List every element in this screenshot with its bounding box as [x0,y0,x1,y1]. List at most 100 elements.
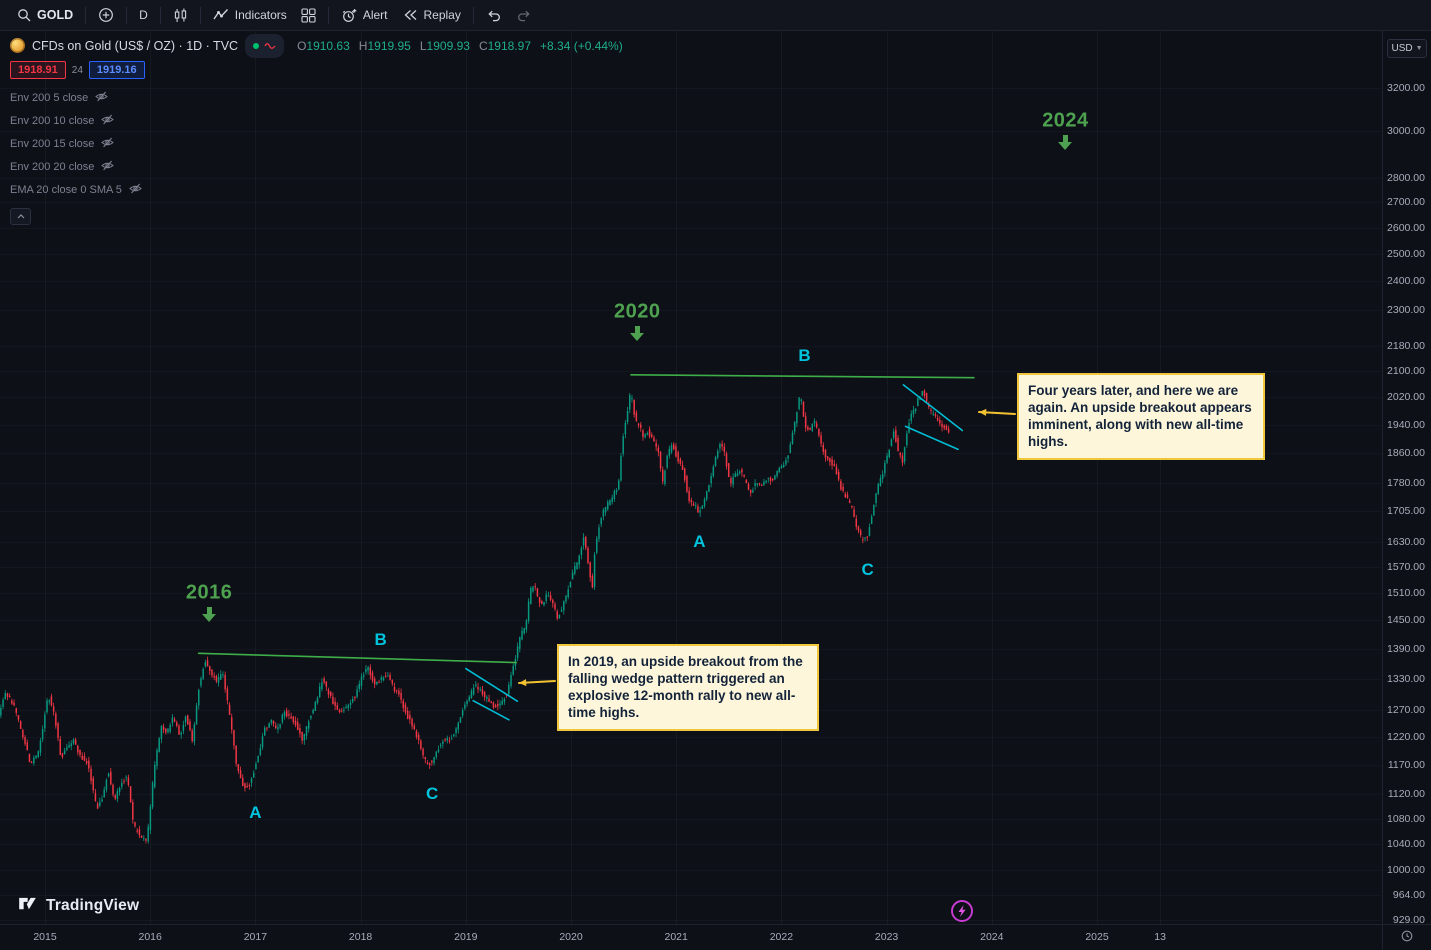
wave-label-C[interactable]: C [425,784,439,804]
tradingview-logo-link[interactable]: TradingView [17,893,139,919]
price-axis-label: 1170.00 [1387,758,1425,771]
annotation-callout-1[interactable]: In 2019, an upside breakout from the fal… [557,644,819,731]
price-axis-label: 2180.00 [1387,340,1425,353]
indicator-row[interactable]: Env 200 5 close [10,90,623,106]
price-axis-label: 2300.00 [1387,304,1425,317]
time-axis-label: 2018 [348,931,373,943]
search-icon [17,8,31,22]
visibility-off-eye-icon[interactable] [101,113,115,129]
toolbar-separator [199,6,201,24]
indicator-label[interactable]: Env 200 10 close [10,115,95,127]
candlestick-style-icon [173,8,188,23]
market-status-pill[interactable] [245,33,285,58]
replay-button[interactable]: Replay [395,5,468,25]
indicator-label[interactable]: Env 200 5 close [10,92,89,104]
price-axis-label: 929.00 [1392,914,1425,926]
time-axis-label: 2015 [33,931,57,943]
indicator-label[interactable]: Env 200 15 close [10,138,95,150]
indicators-button[interactable]: Indicators [206,5,294,25]
year-marker-2024[interactable]: 2024 [1042,109,1089,132]
time-axis-label: 2025 [1085,931,1109,943]
price-axis-label: 1940.00 [1387,418,1425,431]
time-axis-label: 2020 [559,931,583,943]
visibility-off-eye-icon[interactable] [101,136,115,152]
price-axis-label: 1860.00 [1387,446,1425,459]
price-axis-label: 1000.00 [1387,864,1425,877]
gold-coin-icon [10,38,25,53]
indicator-row[interactable]: Env 200 20 close [10,159,623,175]
undo-arrow-icon [486,8,502,22]
green-down-arrow-icon[interactable] [630,325,645,341]
price-axis-label: 1220.00 [1387,730,1425,743]
time-axis-label: 13 [1154,931,1166,943]
wave-label-A[interactable]: A [693,532,706,552]
alert-button[interactable]: Alert [334,5,395,26]
toolbar-separator [472,6,474,24]
ohlc-readout: O 1910.63 H 1919.95 L 1909.93 C 1918.97 +8.3… [297,38,623,53]
wave-label-A[interactable]: A [249,803,262,823]
price-axis-label: 3200.00 [1387,81,1425,94]
promo-rocket-icon[interactable] [950,899,974,923]
indicator-label[interactable]: EMA 20 close 0 SMA 5 [10,184,122,196]
undo-button[interactable] [479,5,509,25]
visibility-off-eye-icon[interactable] [95,90,109,106]
visibility-off-eye-icon[interactable] [101,159,115,175]
year-marker-2020[interactable]: 2020 [614,300,661,323]
price-axis-label: 1120.00 [1387,788,1425,801]
toolbar-separator [159,6,161,24]
indicator-row[interactable]: Env 200 15 close [10,136,623,152]
interval-button[interactable]: D [132,5,155,25]
wave-label-B[interactable]: B [798,346,811,366]
price-axis-label: 2700.00 [1387,196,1425,209]
green-down-arrow-icon[interactable] [1058,134,1073,150]
replay-label: Replay [423,8,461,22]
price-axis-label: 1270.00 [1387,703,1425,716]
indicator-list: Env 200 5 close Env 200 10 close Env 200 1… [10,90,623,198]
currency-selector-button[interactable]: USD ▼ [1387,39,1427,58]
price-axis-label: 1705.00 [1387,505,1425,518]
plus-circle-icon [98,7,114,23]
indicator-row[interactable]: EMA 20 close 0 SMA 5 [10,182,623,198]
brand-name: TradingView [46,897,140,914]
year-marker-2016[interactable]: 2016 [185,581,233,604]
price-axis[interactable]: USD ▼ 3200.00 3000.00 2800.00 2700.00 2600.0… [1382,30,1431,926]
wave-label-C[interactable]: C [861,559,874,579]
chart-style-button[interactable] [166,5,195,26]
indicator-row[interactable]: Env 200 10 close [10,113,623,129]
timezone-clock-icon[interactable] [1401,929,1413,947]
close-value: 1918.97 [487,38,531,53]
indicator-label[interactable]: Env 200 20 close [10,161,95,173]
redo-button[interactable] [509,5,539,25]
wave-label-B[interactable]: B [374,630,387,650]
currency-label: USD [1391,43,1413,54]
compare-add-symbol-button[interactable] [91,4,121,26]
price-axis-label: 1780.00 [1387,476,1425,489]
symbol-name: GOLD [37,8,74,22]
price-axis-label: 1450.00 [1387,614,1425,627]
indicator-templates-button[interactable] [294,5,323,26]
time-axis-label: 2022 [769,931,794,943]
symbol-title[interactable]: CFDs on Gold (US$ / OZ) · 1D · TVC [32,38,239,53]
green-down-arrow-icon[interactable] [202,607,217,623]
change-value: +8.34 (+0.44%) [540,38,623,53]
toolbar-separator [126,6,128,24]
price-axis-label: 2600.00 [1387,221,1425,234]
interval-label: D [139,8,148,22]
sell-bid-button[interactable]: 1918.91 [10,61,66,79]
toolbar-separator [327,6,329,24]
visibility-off-eye-icon[interactable] [129,182,142,198]
buy-ask-button[interactable]: 1919.16 [88,61,145,79]
time-axis[interactable]: 2015 2016 2017 2018 2019 2020 2021 2022 2023 2024… [0,924,1383,950]
annotation-callout-2[interactable]: Four years later, and here we are again.… [1017,373,1265,460]
data-stream-wave-icon [264,37,276,55]
price-axis-label: 1630.00 [1387,535,1425,548]
price-axis-label: 1330.00 [1387,672,1425,685]
alarm-clock-plus-icon [341,8,357,23]
time-axis-label: 2016 [138,931,162,943]
price-axis-label: 1080.00 [1387,812,1425,825]
symbol-search-button[interactable]: GOLD [10,5,80,25]
replay-icon [402,8,418,22]
indicators-icon [213,8,229,22]
legend-collapse-button[interactable] [10,208,31,225]
